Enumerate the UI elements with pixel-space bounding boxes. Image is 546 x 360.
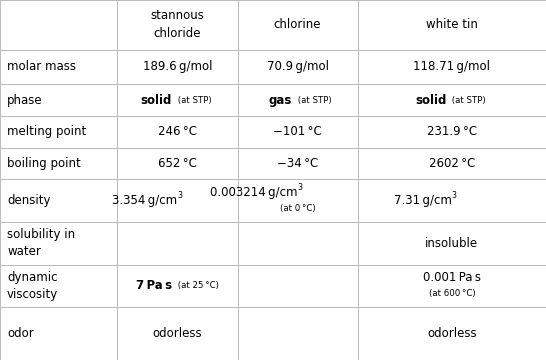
Text: 70.9 g/mol: 70.9 g/mol — [266, 60, 329, 73]
Text: 189.6 g/mol: 189.6 g/mol — [143, 60, 212, 73]
Text: insoluble: insoluble — [425, 237, 478, 250]
Text: odor: odor — [7, 327, 34, 340]
Text: 0.001 Pa s: 0.001 Pa s — [423, 271, 481, 284]
Text: phase: phase — [7, 94, 43, 107]
Text: 3: 3 — [177, 192, 182, 200]
Text: (at 25 °C): (at 25 °C) — [175, 282, 218, 290]
Text: 3: 3 — [298, 184, 302, 192]
Text: stannous
chloride: stannous chloride — [151, 9, 204, 40]
Text: chlorine: chlorine — [274, 18, 321, 31]
Text: density: density — [7, 194, 51, 207]
Text: gas: gas — [269, 94, 292, 107]
Text: −101 °C: −101 °C — [273, 125, 322, 138]
Text: (at STP): (at STP) — [449, 95, 486, 104]
Text: odorless: odorless — [153, 327, 202, 340]
Text: 0.003214 g/cm: 0.003214 g/cm — [210, 186, 298, 199]
Text: 652 °C: 652 °C — [158, 157, 197, 170]
Text: 7.31 g/cm: 7.31 g/cm — [394, 194, 452, 207]
Text: white tin: white tin — [426, 18, 478, 31]
Text: 2602 °C: 2602 °C — [429, 157, 475, 170]
Text: 231.9 °C: 231.9 °C — [427, 125, 477, 138]
Text: solubility in
water: solubility in water — [7, 228, 75, 258]
Text: dynamic
viscosity: dynamic viscosity — [7, 271, 58, 301]
Text: (at STP): (at STP) — [295, 95, 331, 104]
Text: odorless: odorless — [427, 327, 477, 340]
Text: (at STP): (at STP) — [175, 95, 211, 104]
Text: 7 Pa s: 7 Pa s — [136, 279, 172, 292]
Text: solid: solid — [415, 94, 447, 107]
Text: molar mass: molar mass — [7, 60, 76, 73]
Text: −34 °C: −34 °C — [277, 157, 318, 170]
Text: 3.354 g/cm: 3.354 g/cm — [112, 194, 177, 207]
Text: (at 0 °C): (at 0 °C) — [280, 204, 316, 213]
Text: 246 °C: 246 °C — [158, 125, 197, 138]
Text: 3: 3 — [452, 192, 457, 200]
Text: melting point: melting point — [7, 125, 86, 138]
Text: boiling point: boiling point — [7, 157, 81, 170]
Text: 118.71 g/mol: 118.71 g/mol — [413, 60, 490, 73]
Text: solid: solid — [141, 94, 172, 107]
Text: (at 600 °C): (at 600 °C) — [429, 289, 475, 298]
